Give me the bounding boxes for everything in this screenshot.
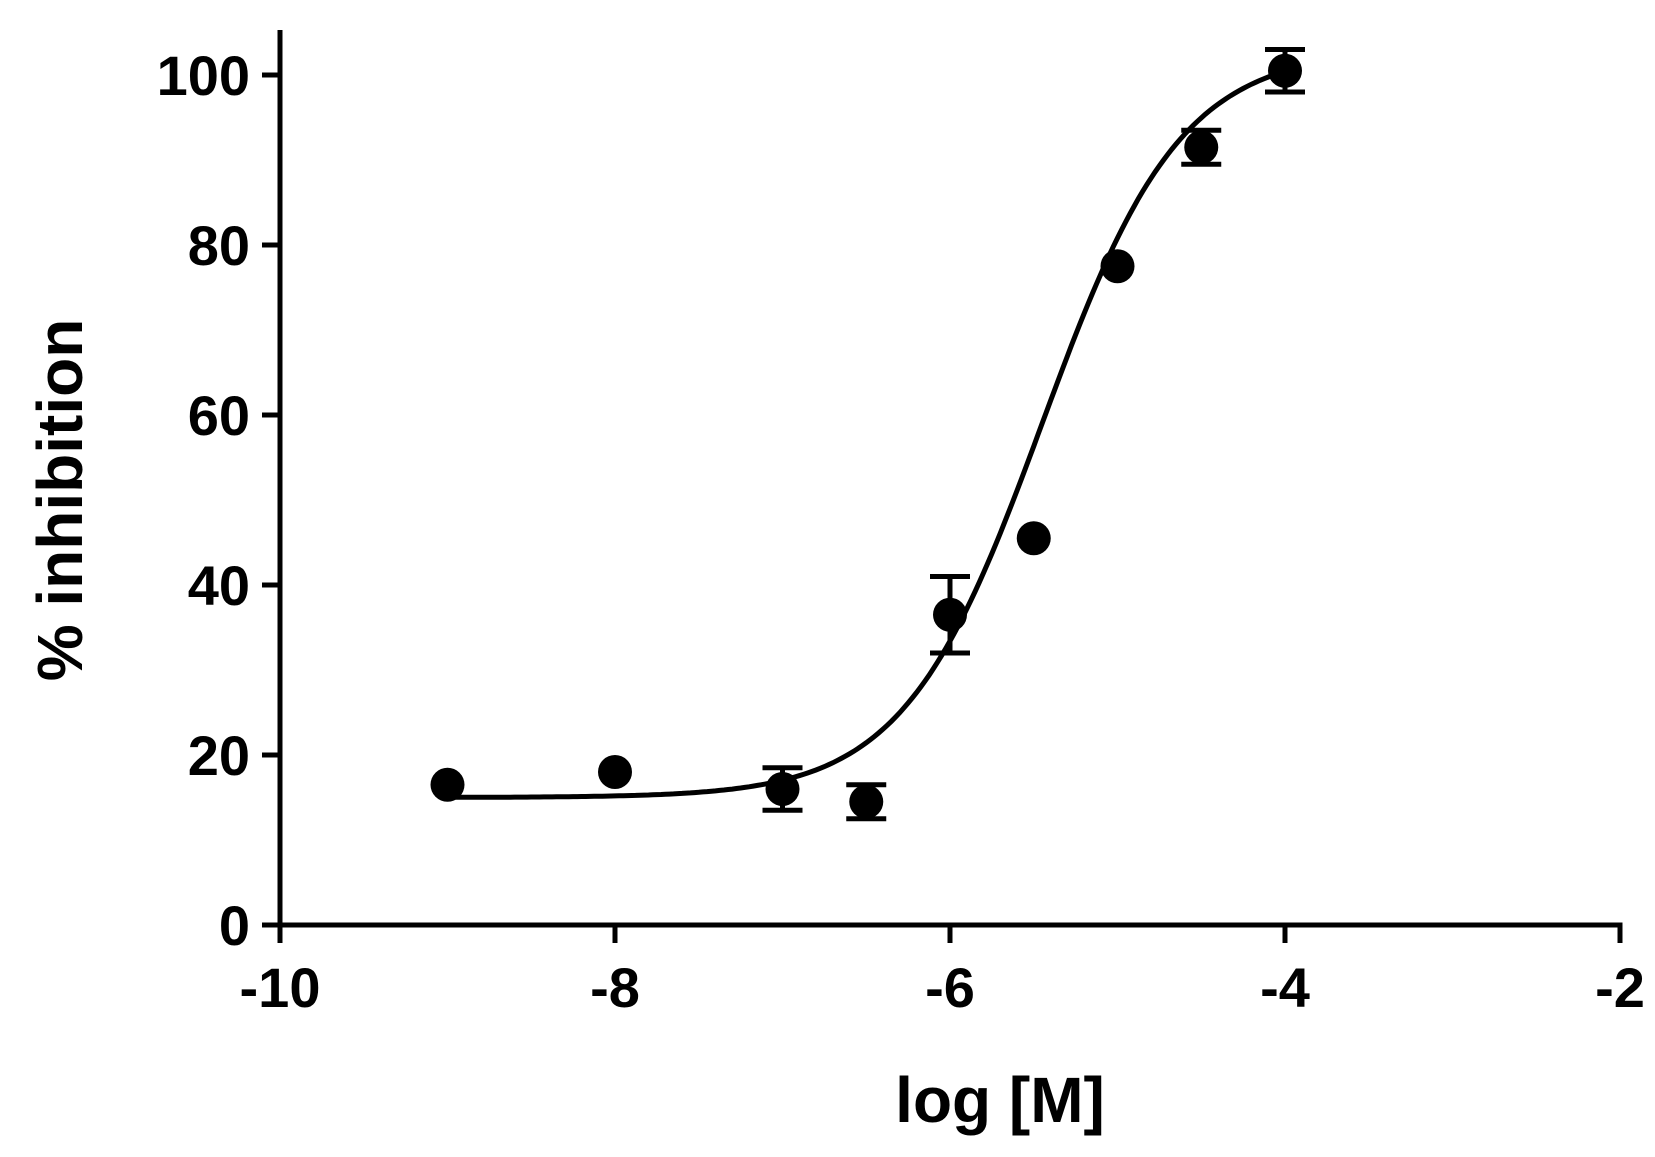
data-point [762, 765, 803, 813]
x-tick-label: -2 [1595, 956, 1645, 1019]
axes [277, 30, 1623, 928]
point-marker [1184, 130, 1219, 165]
data-point [1016, 521, 1051, 556]
data-point [430, 767, 465, 802]
y-tick-label: 60 [188, 384, 250, 447]
data-point [930, 574, 970, 656]
point-marker [1100, 249, 1135, 284]
x-tick-label: -10 [240, 956, 321, 1019]
data-point [846, 782, 887, 822]
point-marker [765, 772, 800, 806]
x-axis-title: log [M] [895, 1064, 1105, 1136]
fit-curve-layer [447, 68, 1286, 800]
point-marker [598, 755, 632, 789]
y-tick-label: 100 [157, 44, 250, 107]
fit-curve [447, 68, 1286, 800]
point-marker [849, 784, 884, 819]
y-tick-label: 0 [219, 894, 250, 957]
y-ticks: 0 20 40 60 80 100 [157, 44, 280, 957]
y-axis-title: % inhibition [24, 319, 96, 682]
data-point [1100, 249, 1135, 284]
point-marker [1268, 53, 1302, 88]
y-tick-label: 20 [188, 724, 250, 787]
x-tick-label: -6 [925, 956, 975, 1019]
y-tick-label: 80 [188, 214, 250, 277]
data-point [1181, 127, 1222, 167]
x-tick-label: -8 [590, 956, 640, 1019]
point-marker [1016, 521, 1051, 556]
x-ticks: -10 -8 -6 -4 -2 [240, 925, 1645, 1019]
point-marker [933, 597, 967, 632]
y-tick-label: 40 [188, 554, 250, 617]
data-point [1265, 47, 1305, 95]
x-tick-label: -4 [1260, 956, 1310, 1019]
data-point [598, 755, 632, 789]
data-points-layer [430, 47, 1305, 822]
point-marker [430, 767, 465, 802]
